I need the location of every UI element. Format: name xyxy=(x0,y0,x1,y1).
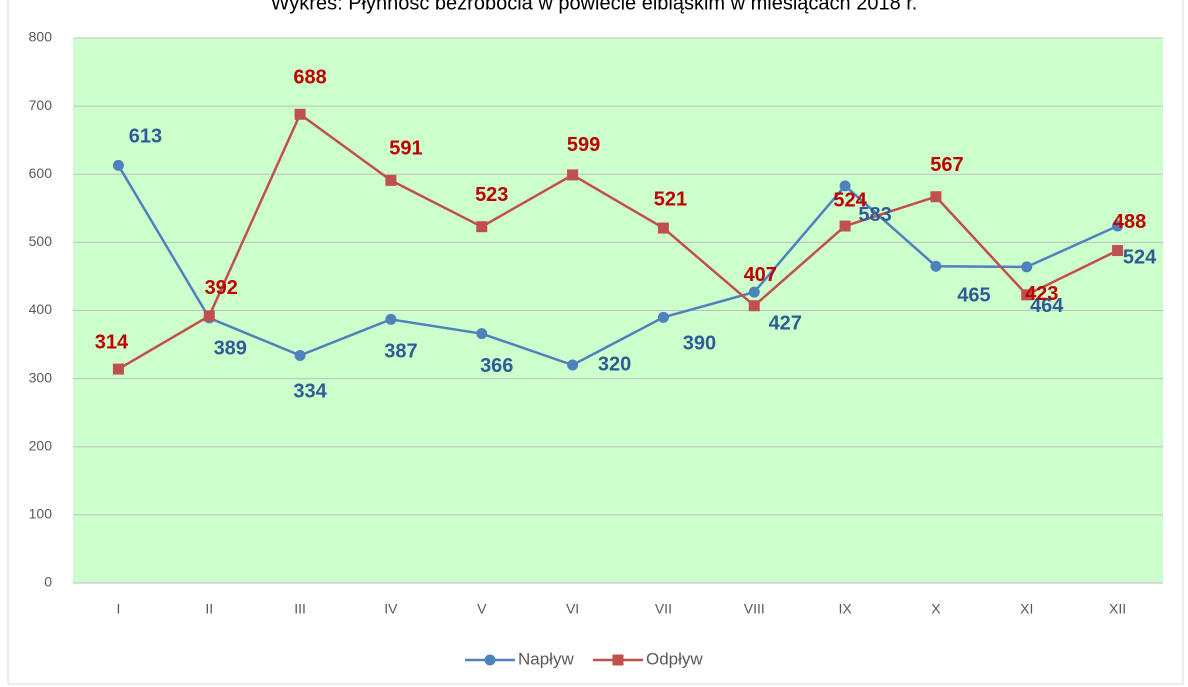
point xyxy=(112,363,124,375)
point xyxy=(476,328,488,340)
data-label: 688 xyxy=(293,67,326,89)
x-tick-label: XII xyxy=(1109,601,1126,617)
y-tick-label: 700 xyxy=(29,97,53,113)
point xyxy=(567,169,579,181)
data-label: 423 xyxy=(1025,283,1058,305)
data-label: 583 xyxy=(858,204,891,226)
x-tick-label: X xyxy=(931,601,941,617)
point xyxy=(657,222,669,234)
x-tick-label: VIII xyxy=(744,601,765,617)
x-tick-label: IX xyxy=(838,601,852,617)
y-tick-label: 400 xyxy=(29,301,53,317)
point xyxy=(839,180,851,192)
point xyxy=(1112,245,1124,257)
legend-label: Odpływ xyxy=(646,649,703,668)
x-tick-label: II xyxy=(205,601,213,617)
legend-marker xyxy=(612,654,624,666)
legend-marker xyxy=(484,654,496,666)
data-label: 465 xyxy=(957,285,990,307)
data-label: 366 xyxy=(480,355,513,377)
point xyxy=(294,108,306,120)
point xyxy=(1021,261,1033,273)
point xyxy=(567,359,579,371)
y-tick-label: 600 xyxy=(29,165,53,181)
point xyxy=(476,221,488,233)
data-label: 524 xyxy=(1123,246,1157,268)
x-tick-label: III xyxy=(294,601,306,617)
y-tick-label: 500 xyxy=(29,233,53,249)
y-tick-label: 100 xyxy=(29,506,53,522)
data-label: 521 xyxy=(654,188,687,210)
legend-label: Napływ xyxy=(518,649,574,668)
x-tick-label: V xyxy=(477,601,487,617)
series-line xyxy=(117,112,1119,371)
data-label: 488 xyxy=(1113,211,1146,233)
data-label: 523 xyxy=(475,184,508,206)
chart-border xyxy=(7,0,1184,685)
data-label: 464 xyxy=(1030,295,1064,317)
data-label: 392 xyxy=(205,277,238,299)
x-tick-label: IV xyxy=(384,601,398,617)
y-tick-label: 800 xyxy=(29,29,53,45)
point xyxy=(930,191,942,203)
data-label: 599 xyxy=(567,134,600,156)
y-tick-label: 200 xyxy=(29,437,53,453)
data-label: 334 xyxy=(293,381,327,403)
x-tick-label: VI xyxy=(566,601,579,617)
point xyxy=(839,220,851,232)
point xyxy=(203,310,215,322)
data-label: 320 xyxy=(598,353,631,375)
point xyxy=(1021,289,1033,301)
data-label: 427 xyxy=(769,312,802,334)
point xyxy=(294,349,306,361)
x-tick-label: VII xyxy=(655,601,672,617)
x-tick-label: I xyxy=(116,601,120,617)
x-tick-label: XI xyxy=(1020,601,1033,617)
data-label: 613 xyxy=(129,126,162,148)
point xyxy=(385,313,397,325)
data-label: 591 xyxy=(389,138,422,160)
data-label: 314 xyxy=(95,331,129,353)
point xyxy=(112,159,124,171)
data-label: 524 xyxy=(833,189,867,211)
series-line xyxy=(117,164,1119,367)
point xyxy=(748,286,760,298)
data-label: 567 xyxy=(930,154,963,176)
point xyxy=(1112,220,1124,232)
chart-title: Wykres: Płynność bezrobocia w powiecie e… xyxy=(271,0,918,14)
y-tick-label: 300 xyxy=(29,369,53,385)
data-label: 389 xyxy=(214,337,247,359)
data-label: 387 xyxy=(384,341,417,363)
data-label: 407 xyxy=(744,264,777,286)
point xyxy=(657,311,669,323)
point xyxy=(748,300,760,312)
data-label: 390 xyxy=(683,333,716,355)
y-tick-label: 0 xyxy=(44,574,52,590)
point xyxy=(930,260,942,272)
point xyxy=(385,174,397,186)
